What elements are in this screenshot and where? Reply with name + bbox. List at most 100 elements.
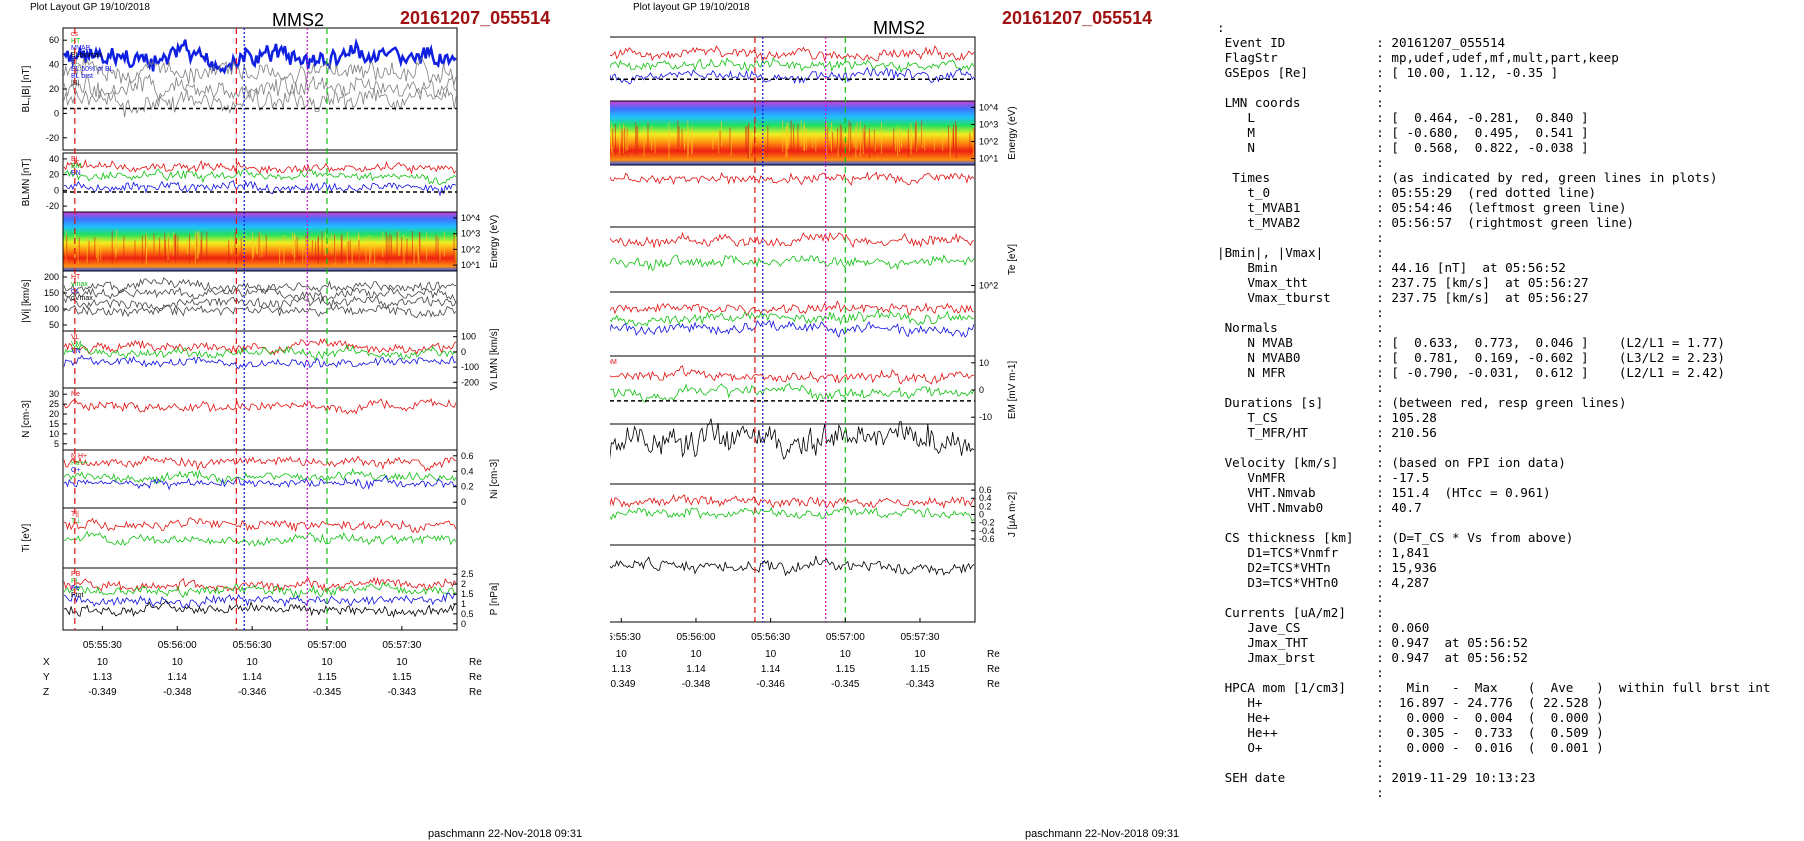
summary-line: N : [ 0.568, 0.822, -0.038 ] — [1217, 140, 1589, 155]
ephem-value: 10 — [840, 649, 852, 660]
summary-line: t_MVAB2 : 05:56:57 (rightmost green line… — [1217, 215, 1635, 230]
y-tick-label: 10^2 — [979, 281, 998, 291]
trace — [63, 57, 457, 86]
y-tick-label: 40 — [49, 154, 59, 164]
ephem-value: 1.15 — [910, 664, 930, 675]
y-tick-label: 200 — [44, 272, 59, 282]
summary-line: Durations [s] : (between red, resp green… — [1217, 395, 1627, 410]
y-tick-label: 60 — [49, 35, 59, 45]
y-axis-label: N [cm-3] — [21, 400, 32, 438]
ephem-value: -0.343 — [388, 687, 417, 698]
trace — [63, 455, 457, 472]
summary-line: |Bmin|, |Vmax| : — [1217, 245, 1384, 260]
ephem-value: -0.346 — [238, 687, 267, 698]
y-tick-label: 0.4 — [979, 493, 992, 503]
legend-entry: BN — [71, 170, 81, 177]
ephem-unit: Re — [987, 649, 1000, 660]
x-tick-label: 05:57:00 — [308, 640, 347, 651]
legend-entry: MVAB — [71, 45, 91, 52]
y-axis-label: Ni [cm-3] — [489, 459, 500, 499]
y-tick-label: 0.4 — [461, 466, 474, 476]
trace — [610, 505, 975, 522]
ephem-value: 1.15 — [836, 664, 856, 675]
y-axis-label: Te [eV] — [1007, 244, 1018, 275]
left-probe-title: MMS2 — [272, 10, 325, 30]
x-tick-label: 05:55:30 — [610, 632, 641, 643]
ephem-value: 10 — [765, 649, 777, 660]
summary-line: : — [1217, 380, 1384, 395]
x-tick-label: 05:55:30 — [83, 640, 122, 651]
y-tick-label: 1.5 — [461, 589, 474, 599]
ephem-value: -0.345 — [831, 679, 860, 690]
ephem-value: 1.15 — [392, 672, 412, 683]
trace — [610, 45, 975, 63]
panel-8: PBPiPePtot00.511.522.5P [nPa] — [62, 567, 500, 631]
y-tick-label: 0 — [461, 619, 466, 629]
y-tick-label: 25 — [49, 399, 59, 409]
ephem-unit: Re — [987, 679, 1000, 690]
trace — [63, 168, 457, 186]
y-tick-label: 100 — [461, 332, 476, 342]
panel-2: 10^1 10^2 10^3 10^4 Energy (eV) — [62, 211, 500, 272]
y-tick-label: 10^4 — [979, 102, 998, 112]
trace — [610, 171, 975, 186]
legend-entry: vmax — [71, 281, 88, 288]
legend-entry: cs — [71, 31, 79, 38]
panel-frame — [610, 226, 976, 293]
legend-entry: VL — [71, 334, 80, 341]
legend-entry: VM — [71, 341, 82, 348]
legend-entry: He++ — [71, 460, 88, 467]
ephem-value: 10 — [616, 649, 628, 660]
panel-1: 10^1 10^2 10^3 10^4 Energy (eV) — [610, 100, 1018, 166]
y-tick-label: -20 — [46, 133, 59, 143]
ephem-value: 10 — [321, 657, 333, 668]
ephem-row-label: X — [43, 657, 50, 668]
trace — [63, 277, 457, 294]
y-tick-label: 20 — [49, 84, 59, 94]
summary-line: VHT.Nmvab0 : 40.7 — [1217, 500, 1422, 515]
trace — [63, 159, 457, 175]
summary-line: Jave_CS : 0.060 — [1217, 620, 1430, 635]
panel-3: HTvmaxcsdVmax50100150200|Vi| [km/s] — [21, 270, 458, 332]
ephem-value: 1.14 — [242, 672, 262, 683]
ephem-value: 1.15 — [317, 672, 337, 683]
panel-frame — [62, 330, 458, 389]
y-tick-label: 10^2 — [461, 244, 480, 254]
y-tick-label: 0 — [461, 497, 466, 507]
ephem-value: -0.349 — [610, 679, 636, 690]
panel-3: T||T⊥10^2Te [eV] — [610, 226, 1018, 293]
y-tick-label: -20 — [46, 201, 59, 211]
ephem-row-label: Z — [43, 687, 49, 698]
y-axis-label: Energy (eV) — [1007, 106, 1018, 159]
trace — [610, 300, 975, 317]
trace — [63, 581, 457, 599]
summary-line: VnMFR : -17.5 — [1217, 470, 1430, 485]
summary-line: Bmin : 44.16 [nT] at 05:56:52 — [1217, 260, 1566, 275]
legend-entry: (VexB)M — [610, 359, 617, 366]
trace — [610, 67, 975, 85]
y-tick-label: 0 — [461, 347, 466, 357]
summary-line: He+ : 0.000 - 0.004 ( 0.000 ) — [1217, 710, 1604, 725]
summary-line: Jmax_brst : 0.947 at 05:56:52 — [1217, 650, 1528, 665]
summary-line: D1=TCS*Vnmfr : 1,841 — [1217, 545, 1430, 560]
panel-frame — [62, 387, 458, 451]
summary-line: Vmax_tht : 237.75 [km/s] at 05:56:27 — [1217, 275, 1589, 290]
legend-entry: HT — [71, 274, 81, 281]
y-tick-label: 0 — [979, 510, 984, 520]
panel-frame — [610, 423, 976, 485]
trace — [63, 530, 457, 547]
y-tick-label: 10^2 — [979, 137, 998, 147]
y-axis-label: BL,|B| [nT] — [21, 65, 32, 112]
summary-line: N MFR : [ -0.790, -0.031, 0.612 ] (L2/L1… — [1217, 365, 1725, 380]
summary-line: Normals : — [1217, 320, 1384, 335]
ephem-value: 10 — [914, 649, 926, 660]
event-summary-text: : Event ID : 20161207_055514 FlagStr : m… — [1217, 20, 1771, 800]
trace — [610, 308, 975, 327]
trace — [63, 467, 457, 485]
ephem-value: -0.343 — [906, 679, 935, 690]
trace — [63, 576, 457, 593]
summary-line: : — [1217, 305, 1384, 320]
